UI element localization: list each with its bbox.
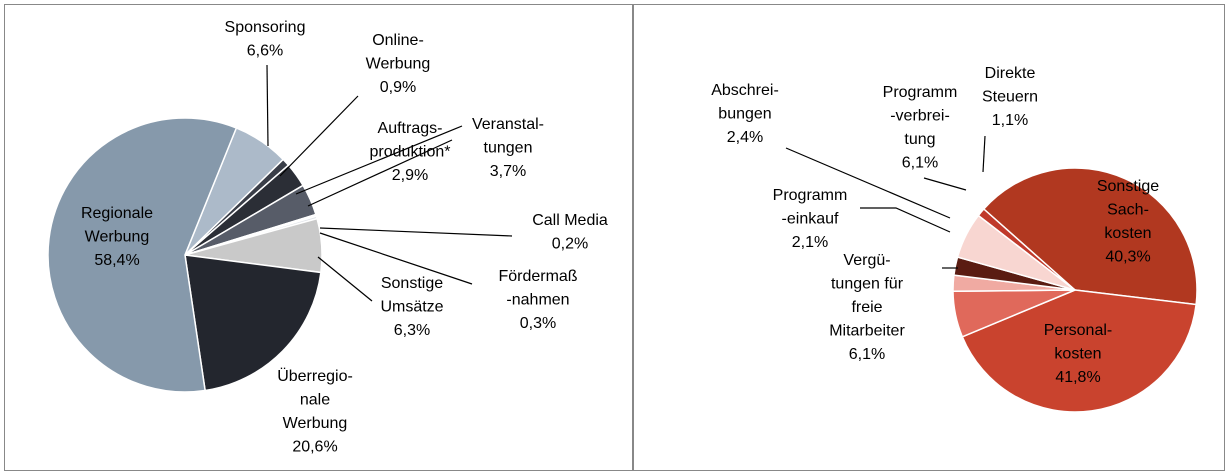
slice-value-label: 40,3% <box>1105 249 1150 266</box>
leader-line <box>860 207 951 233</box>
slice-value-label: 6,3% <box>394 322 430 339</box>
slice-value-label: 0,2% <box>552 236 588 253</box>
slice-value-label: 6,6% <box>247 43 283 60</box>
slice-value-label: 0,9% <box>380 79 416 96</box>
leader-line <box>319 232 473 285</box>
slice-label: Vergü-tungen für freie Mitarbeiter <box>829 252 905 340</box>
slice-value-label: 0,3% <box>520 315 556 332</box>
slice-value-label: 58,4% <box>94 252 139 269</box>
leader-line <box>982 135 986 173</box>
pie-slice <box>184 254 322 392</box>
slice-value-label: 2,4% <box>727 129 763 146</box>
leader-line <box>279 95 359 177</box>
pie-slice <box>961 289 1197 413</box>
slice-value-label: 2,9% <box>392 167 428 184</box>
slice-value-label: 6,1% <box>902 155 938 172</box>
slice-label: Regionale Werbung <box>81 205 153 246</box>
slice-label: Online-Werbung <box>366 32 431 73</box>
slice-value-label: 1,1% <box>992 112 1028 129</box>
slice-label: Programm -einkauf <box>773 187 848 228</box>
slice-label: Sponsoring <box>225 19 306 36</box>
slice-label: Sonstige Sach-kosten <box>1097 178 1159 242</box>
slice-value-label: 41,8% <box>1055 369 1100 386</box>
slice-label: Fördermaß -nahmen <box>498 268 577 309</box>
leader-line <box>307 139 453 207</box>
slice-label: Personal-kosten <box>1044 322 1112 363</box>
slice-value-label: 20,6% <box>292 439 337 456</box>
slice-label: Sonstige Umsätze <box>380 275 443 316</box>
slice-value-label: 3,7% <box>490 163 526 180</box>
leader-line <box>785 147 951 219</box>
leader-line <box>266 64 269 147</box>
slice-value-label: 6,1% <box>849 346 885 363</box>
leader-line <box>319 227 513 237</box>
leader-line <box>923 177 967 191</box>
slice-label: Überregio-nale Werbung <box>277 367 353 432</box>
slice-label: Abschrei-bungen <box>711 82 779 123</box>
pie-slice <box>982 167 1198 306</box>
pie-slice <box>47 117 238 393</box>
slice-label: Direkte Steuern <box>982 65 1038 106</box>
slice-label: Auftrags-produktion* <box>370 120 451 161</box>
pie-slice <box>977 207 1076 291</box>
slice-label: Veranstal-tungen <box>472 116 544 157</box>
leader-line <box>295 125 463 195</box>
slice-value-label: 2,1% <box>792 234 828 251</box>
slice-label: Call Media <box>532 212 608 229</box>
leader-line <box>317 256 373 302</box>
slice-label: Programm -verbrei-tung <box>883 84 958 148</box>
